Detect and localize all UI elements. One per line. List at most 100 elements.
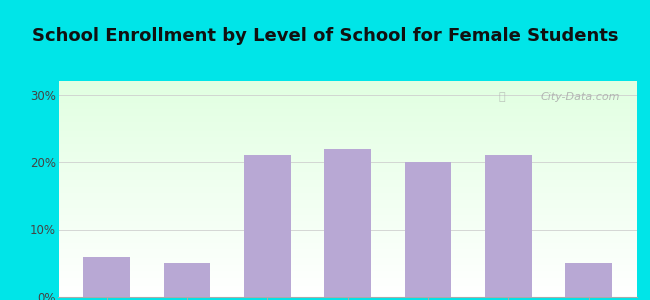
Bar	[58, 148, 637, 150]
Bar	[58, 120, 637, 122]
Bar	[58, 122, 637, 124]
Bar	[58, 275, 637, 278]
Bar	[566, 263, 612, 297]
Bar	[58, 165, 637, 167]
Bar	[58, 245, 637, 247]
Bar	[58, 98, 637, 101]
Bar	[58, 288, 637, 290]
Bar	[58, 83, 637, 85]
Bar	[58, 269, 637, 271]
Bar	[58, 226, 637, 228]
Text: City-Data.com: City-Data.com	[540, 92, 619, 102]
Bar	[58, 94, 637, 96]
Bar	[58, 271, 637, 273]
Bar	[58, 161, 637, 163]
Bar	[58, 133, 637, 135]
Bar	[58, 256, 637, 258]
Bar	[58, 286, 637, 288]
Bar	[58, 131, 637, 133]
Bar	[58, 196, 637, 198]
Bar	[58, 124, 637, 126]
Bar	[58, 111, 637, 113]
Bar	[58, 206, 637, 208]
Bar	[58, 293, 637, 295]
Bar	[58, 135, 637, 137]
Bar	[58, 113, 637, 116]
Bar	[58, 204, 637, 206]
Bar	[58, 118, 637, 120]
Bar	[58, 191, 637, 193]
Bar	[58, 176, 637, 178]
Bar	[58, 273, 637, 275]
Bar	[58, 228, 637, 230]
Bar	[58, 241, 637, 243]
Bar	[58, 126, 637, 128]
Bar	[58, 282, 637, 284]
Bar	[164, 263, 211, 297]
Bar	[58, 280, 637, 282]
Bar	[58, 116, 637, 118]
Bar	[58, 295, 637, 297]
Bar	[58, 105, 637, 107]
Bar	[244, 155, 291, 297]
Bar	[58, 178, 637, 180]
Bar	[58, 169, 637, 172]
Bar	[58, 284, 637, 286]
Bar	[58, 217, 637, 219]
Bar	[58, 144, 637, 146]
Bar	[58, 219, 637, 221]
Bar	[58, 239, 637, 241]
Bar	[58, 189, 637, 191]
Bar	[58, 180, 637, 182]
Bar	[58, 103, 637, 105]
Bar	[58, 243, 637, 245]
Bar	[58, 185, 637, 187]
Bar	[58, 224, 637, 226]
Bar	[58, 211, 637, 213]
Bar	[58, 267, 637, 269]
Bar	[58, 107, 637, 109]
Bar	[58, 260, 637, 262]
Bar	[58, 88, 637, 90]
Bar	[58, 213, 637, 215]
Bar	[58, 159, 637, 161]
Bar	[58, 139, 637, 142]
Bar	[58, 174, 637, 176]
Bar	[83, 256, 130, 297]
Bar	[58, 96, 637, 98]
Bar	[58, 200, 637, 202]
Bar	[58, 252, 637, 254]
Bar	[58, 90, 637, 92]
Bar	[58, 142, 637, 144]
Bar	[58, 234, 637, 236]
Bar	[58, 250, 637, 252]
Text: School Enrollment by Level of School for Female Students: School Enrollment by Level of School for…	[32, 27, 618, 45]
Bar	[58, 193, 637, 196]
Bar	[58, 100, 637, 103]
Bar	[58, 146, 637, 148]
Bar	[58, 202, 637, 204]
Bar	[485, 155, 532, 297]
Bar	[58, 154, 637, 157]
Bar	[58, 230, 637, 232]
Bar	[58, 258, 637, 260]
Bar	[58, 290, 637, 293]
Bar	[58, 163, 637, 165]
Text: ⓘ: ⓘ	[498, 92, 505, 102]
Bar	[58, 187, 637, 189]
Bar	[58, 167, 637, 169]
Bar	[58, 262, 637, 265]
Bar	[58, 254, 637, 256]
Bar	[58, 265, 637, 267]
Bar	[405, 162, 451, 297]
Bar	[324, 148, 371, 297]
Bar	[58, 85, 637, 88]
Bar	[58, 221, 637, 224]
Bar	[58, 236, 637, 239]
Bar	[58, 278, 637, 280]
Bar	[58, 128, 637, 131]
Bar	[58, 152, 637, 154]
Bar	[58, 81, 637, 83]
Bar	[58, 157, 637, 159]
Bar	[58, 182, 637, 185]
